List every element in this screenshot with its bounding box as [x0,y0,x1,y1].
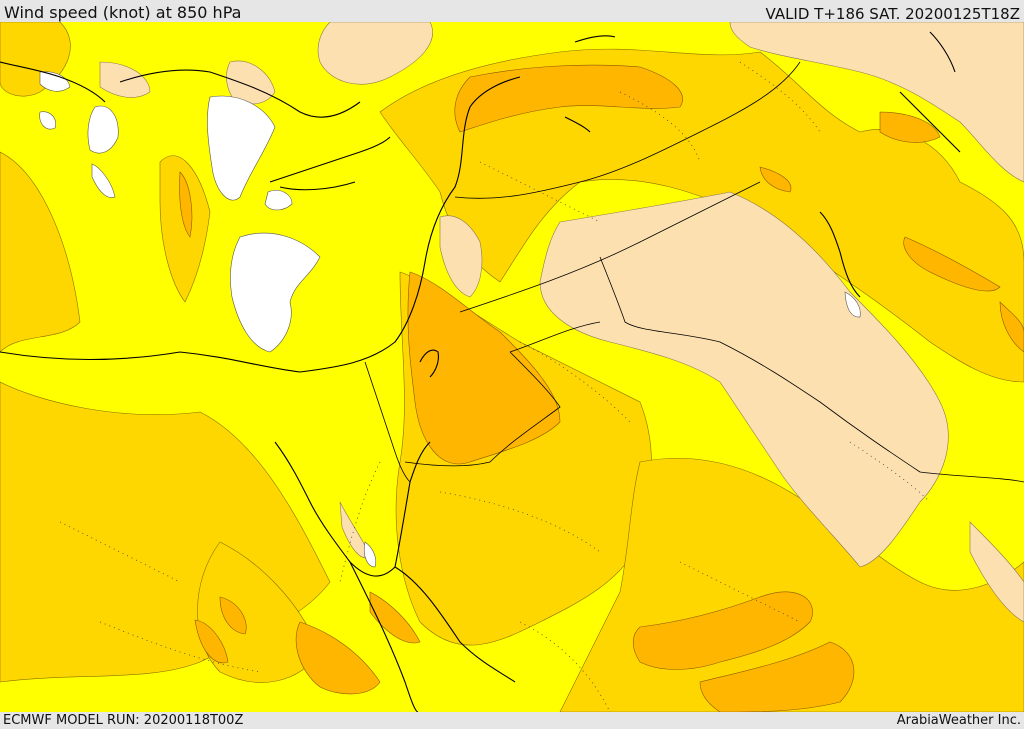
credit: ArabiaWeather Inc. [896,713,1021,728]
header-bar: Wind speed (knot) at 850 hPa VALID T+186… [0,0,1024,23]
wind-dotted-contours [59,61,931,712]
model-run: ECMWF MODEL RUN: 20200118T00Z [3,713,244,728]
footer-bar: ECMWF MODEL RUN: 20200118T00Z ArabiaWeat… [0,712,1024,729]
valid-time: VALID T+186 SAT. 20200125T18Z [765,5,1020,23]
wind-map-svg [0,22,1024,712]
political-borders [364,61,1024,483]
wind-calm-areas [39,71,861,568]
wind-map[interactable] [0,22,1024,712]
wind-fresh-areas [179,64,1024,712]
map-title: Wind speed (knot) at 850 hPa [4,3,242,22]
